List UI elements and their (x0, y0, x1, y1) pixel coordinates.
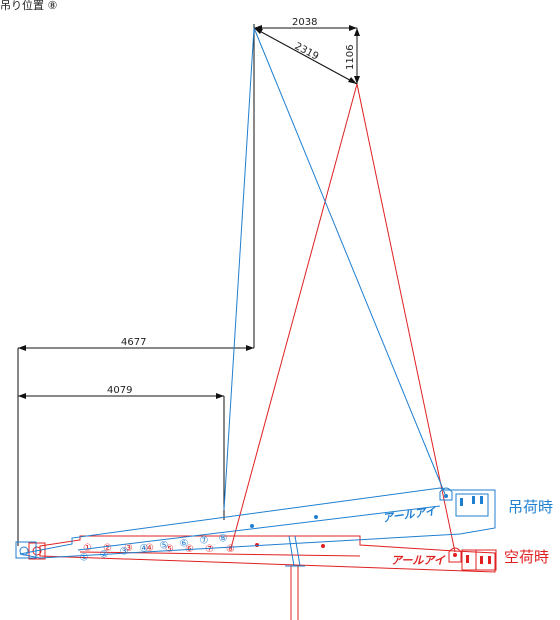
empty-load-rig (28, 83, 497, 620)
empty-load-details (255, 543, 491, 564)
position-marker: ⑥ (179, 538, 189, 550)
sling-line-empty-left (230, 83, 358, 549)
dim-short-horizontal: 4079 (107, 385, 132, 396)
dim-diagonal-line (253, 27, 358, 85)
position-marker: ⑦ (199, 535, 209, 547)
arrow (349, 25, 357, 31)
arrow (354, 76, 360, 84)
dimension-lines (17, 24, 358, 546)
label-loaded: 吊荷時 (508, 498, 553, 516)
hook-empty (28, 542, 46, 560)
position-markers-loaded: ① ② ③ ④ ⑤ ⑥ ⑦ ⑧ (79, 533, 228, 564)
brand-logo-loaded: アールアイ (382, 504, 438, 524)
page-title: 吊り位置 ⑧ (0, 0, 58, 12)
beam-empty (39, 535, 496, 573)
sling-line-loaded-left (223, 27, 255, 511)
position-marker: ④ (139, 543, 149, 555)
arrow (246, 345, 254, 351)
arrow (18, 345, 26, 351)
position-marker: ⑧ (226, 544, 235, 555)
arrow (354, 28, 360, 36)
brand-logo-empty: アールアイ (391, 554, 446, 567)
position-marker: ② (103, 543, 112, 554)
dim-diagonal: 2319 (293, 41, 321, 63)
position-marker: ④ (145, 543, 154, 554)
dim-long-horizontal: 4677 (121, 337, 146, 348)
arrow (348, 77, 357, 84)
position-marker: ② (99, 549, 109, 561)
position-marker: ⑦ (205, 544, 214, 555)
hook-loaded (15, 541, 37, 559)
label-empty-load: 空荷時 (504, 548, 549, 566)
dimension-arrows (18, 25, 360, 399)
beam-loaded (19, 487, 496, 559)
lug-empty (448, 547, 462, 563)
lug-loaded (439, 487, 453, 501)
loaded-details (250, 494, 483, 528)
sling-line-loaded-right (253, 27, 446, 495)
position-marker: ③ (124, 543, 133, 554)
position-marker: ⑤ (159, 540, 169, 552)
position-marker: ⑤ (165, 544, 174, 555)
arrow (18, 393, 26, 399)
position-marker: ⑧ (218, 533, 228, 545)
sling-line-empty-right (356, 83, 456, 553)
position-marker: ① (79, 552, 89, 564)
arrow (254, 28, 263, 34)
position-marker: ③ (119, 546, 129, 558)
dim-top-width: 2038 (292, 17, 317, 28)
arrow (216, 393, 224, 399)
dim-vertical: 1106 (345, 45, 356, 70)
loaded-rig (15, 27, 496, 567)
